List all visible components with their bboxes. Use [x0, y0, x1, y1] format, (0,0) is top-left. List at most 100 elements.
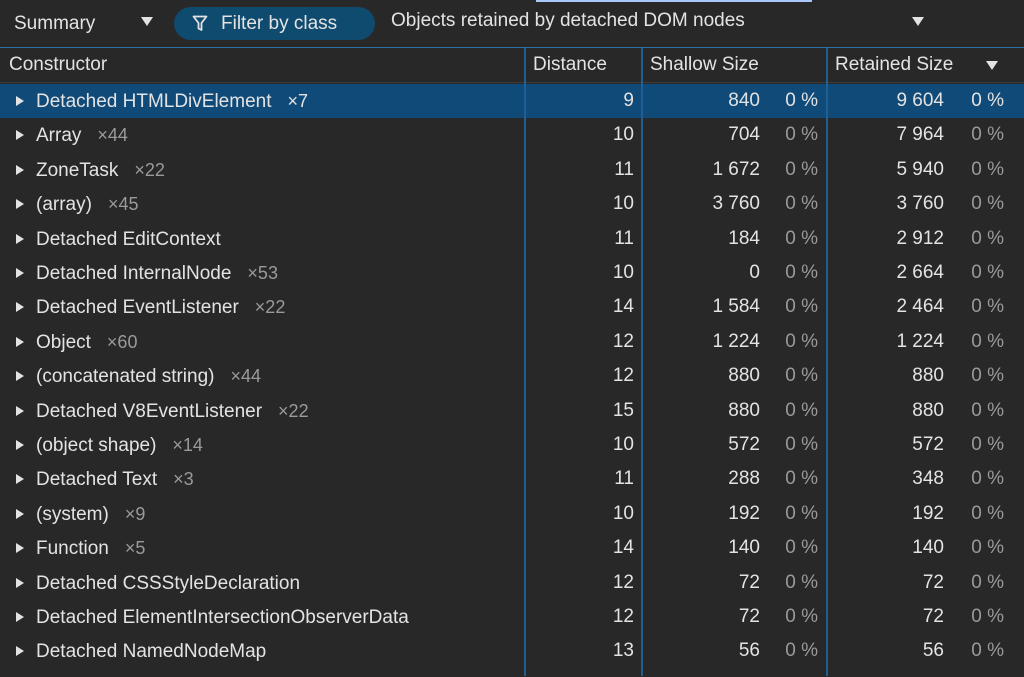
table-row[interactable]: Detached HTMLDivElement ×7 9 840 0 % 9 604 0 %	[0, 84, 1024, 118]
table-row[interactable]: (object shape) ×14 10 572 0 % 572 0 %	[0, 428, 1024, 462]
shallow-size-percent: 0 %	[785, 90, 818, 111]
table-row[interactable]: (system) ×9 10 192 0 % 192 0 %	[0, 497, 1024, 531]
table-row[interactable]: Detached Text ×3 11 288 0 % 348 0 %	[0, 462, 1024, 496]
shallow-size-cell: 1 224	[712, 330, 760, 352]
filter-by-class-button[interactable]: Filter by class	[174, 7, 375, 40]
retained-size-percent: 0 %	[971, 330, 1004, 352]
shallow-size-percent: 0 %	[785, 262, 818, 283]
shallow-size-percent: 0 %	[785, 227, 818, 249]
table-row[interactable]: Detached EditContext 11 184 0 % 2 912 0 %	[0, 222, 1024, 256]
expand-triangle-icon[interactable]	[16, 96, 24, 106]
shallow-size-percent: 0 %	[785, 571, 818, 593]
expand-triangle-icon[interactable]	[16, 130, 24, 141]
table-row[interactable]: Detached ElementIntersectionObserverData…	[0, 600, 1024, 634]
distance-cell: 12	[612, 365, 634, 387]
expand-triangle-icon[interactable]	[16, 302, 24, 313]
table-row[interactable]: Detached V8EventListener ×22 15 880 0 % 880 0 …	[0, 394, 1024, 428]
expand-triangle-icon[interactable]	[16, 336, 24, 347]
shallow-size-cell: 840	[728, 90, 760, 111]
retained-size-percent: 0 %	[971, 468, 1004, 490]
table-row[interactable]: Function ×5 14 140 0 % 140 0 %	[0, 531, 1024, 565]
constructor-name: Object	[36, 331, 91, 353]
table-row[interactable]: Detached InternalNode ×53 10 0 0 % 2 664 0 %	[0, 256, 1024, 290]
column-header-constructor-label: Constructor	[9, 54, 108, 75]
constructor-name: (array)	[36, 194, 92, 216]
expand-triangle-icon[interactable]	[16, 474, 24, 485]
table-row[interactable]: (array) ×45 10 3 760 0 % 3 760 0 %	[0, 187, 1024, 221]
retained-size-cell: 192	[912, 502, 944, 524]
table-row[interactable]: (concatenated string) ×44 12 880 0 % 880 0 %	[0, 359, 1024, 393]
retained-size-cell: 880	[912, 399, 944, 421]
filter-icon	[192, 15, 208, 31]
constructor-cell: Detached InternalNode ×53	[36, 256, 278, 290]
expand-triangle-icon[interactable]	[16, 371, 24, 382]
expand-triangle-icon[interactable]	[16, 612, 24, 622]
expand-triangle-icon[interactable]	[16, 543, 24, 554]
table-row[interactable]: Detached EventListener ×22 14 1 584 0 % 2 464…	[0, 290, 1024, 324]
shallow-size-cell: 572	[728, 434, 760, 455]
shallow-size-cell: 880	[728, 399, 760, 421]
distance-cell: 10	[612, 502, 634, 524]
shallow-size-cell: 0	[749, 262, 760, 283]
instance-count: ×22	[134, 159, 165, 180]
shallow-size-cell: 184	[728, 227, 760, 249]
column-header-constructor[interactable]: Constructor	[9, 48, 519, 82]
constructor-cell: Detached V8EventListener ×22	[36, 394, 309, 428]
distance-cell: 12	[612, 330, 634, 352]
retained-size-cell: 9 604	[896, 90, 944, 111]
instance-count: ×22	[254, 297, 286, 318]
constructor-cell: Detached ElementIntersectionObserverData	[36, 600, 425, 634]
column-header-distance[interactable]: Distance	[533, 48, 638, 82]
expand-triangle-icon[interactable]	[16, 577, 24, 588]
retained-size-percent: 0 %	[971, 537, 1004, 559]
constructor-cell: Detached EditContext	[36, 222, 237, 256]
shallow-size-percent: 0 %	[785, 124, 818, 146]
column-divider[interactable]	[826, 48, 828, 676]
table-row[interactable]: Detached CSSStyleDeclaration 12 72 0 % 72 0 %	[0, 566, 1024, 600]
column-header-retained-size[interactable]: Retained Size	[835, 48, 1015, 82]
expand-triangle-icon[interactable]	[16, 508, 24, 519]
objects-filter-dropdown[interactable]: Objects retained by detached DOM nodes	[391, 10, 936, 38]
expand-triangle-icon[interactable]	[16, 199, 24, 210]
retained-size-percent: 0 %	[971, 399, 1004, 421]
constructor-cell: ZoneTask ×22	[36, 153, 165, 187]
instance-count: ×45	[107, 194, 139, 215]
distance-cell: 11	[614, 468, 634, 490]
shallow-size-cell: 72	[738, 606, 760, 627]
table-row[interactable]: Object ×60 12 1 224 0 % 1 224 0 %	[0, 325, 1024, 359]
constructor-cell: Function ×5	[36, 531, 145, 565]
constructor-name: Detached NamedNodeMap	[36, 641, 267, 663]
expand-triangle-icon[interactable]	[16, 164, 24, 175]
expand-triangle-icon[interactable]	[16, 405, 24, 416]
constructor-name: Detached ElementIntersectionObserverData	[36, 607, 409, 628]
expand-triangle-icon[interactable]	[16, 233, 24, 244]
constructor-cell: (concatenated string) ×44	[36, 359, 261, 393]
constructor-name: Array	[36, 125, 82, 147]
column-divider[interactable]	[524, 48, 526, 676]
shallow-size-cell: 880	[728, 365, 760, 387]
table-row[interactable]: Array ×44 10 704 0 % 7 964 0 %	[0, 118, 1024, 152]
expand-triangle-icon[interactable]	[16, 646, 24, 657]
expand-triangle-icon[interactable]	[16, 440, 24, 450]
distance-cell: 10	[612, 193, 634, 215]
table-row[interactable]: Detached NamedNodeMap 13 56 0 % 56 0 %	[0, 634, 1024, 668]
view-mode-dropdown[interactable]: Summary	[14, 10, 164, 38]
distance-cell: 13	[612, 640, 634, 662]
shallow-size-cell: 1 672	[712, 158, 760, 180]
constructor-cell: Detached HTMLDivElement ×7	[36, 84, 308, 118]
distance-cell: 12	[612, 571, 634, 593]
distance-cell: 10	[612, 262, 634, 283]
filter-by-class-label: Filter by class	[221, 13, 338, 34]
column-header-shallow-size[interactable]: Shallow Size	[650, 48, 820, 82]
active-tab-indicator	[536, 0, 812, 2]
table-row[interactable]: ZoneTask ×22 11 1 672 0 % 5 940 0 %	[0, 153, 1024, 187]
column-divider[interactable]	[641, 48, 643, 676]
constructor-cell: Detached EventListener ×22	[36, 290, 285, 324]
shallow-size-cell: 704	[728, 124, 760, 146]
column-header-distance-label: Distance	[533, 54, 607, 75]
instance-count: ×44	[97, 125, 128, 146]
shallow-size-cell: 72	[738, 571, 760, 593]
shallow-size-cell: 1 584	[712, 296, 760, 318]
header-divider	[0, 82, 1024, 83]
expand-triangle-icon[interactable]	[16, 268, 24, 278]
